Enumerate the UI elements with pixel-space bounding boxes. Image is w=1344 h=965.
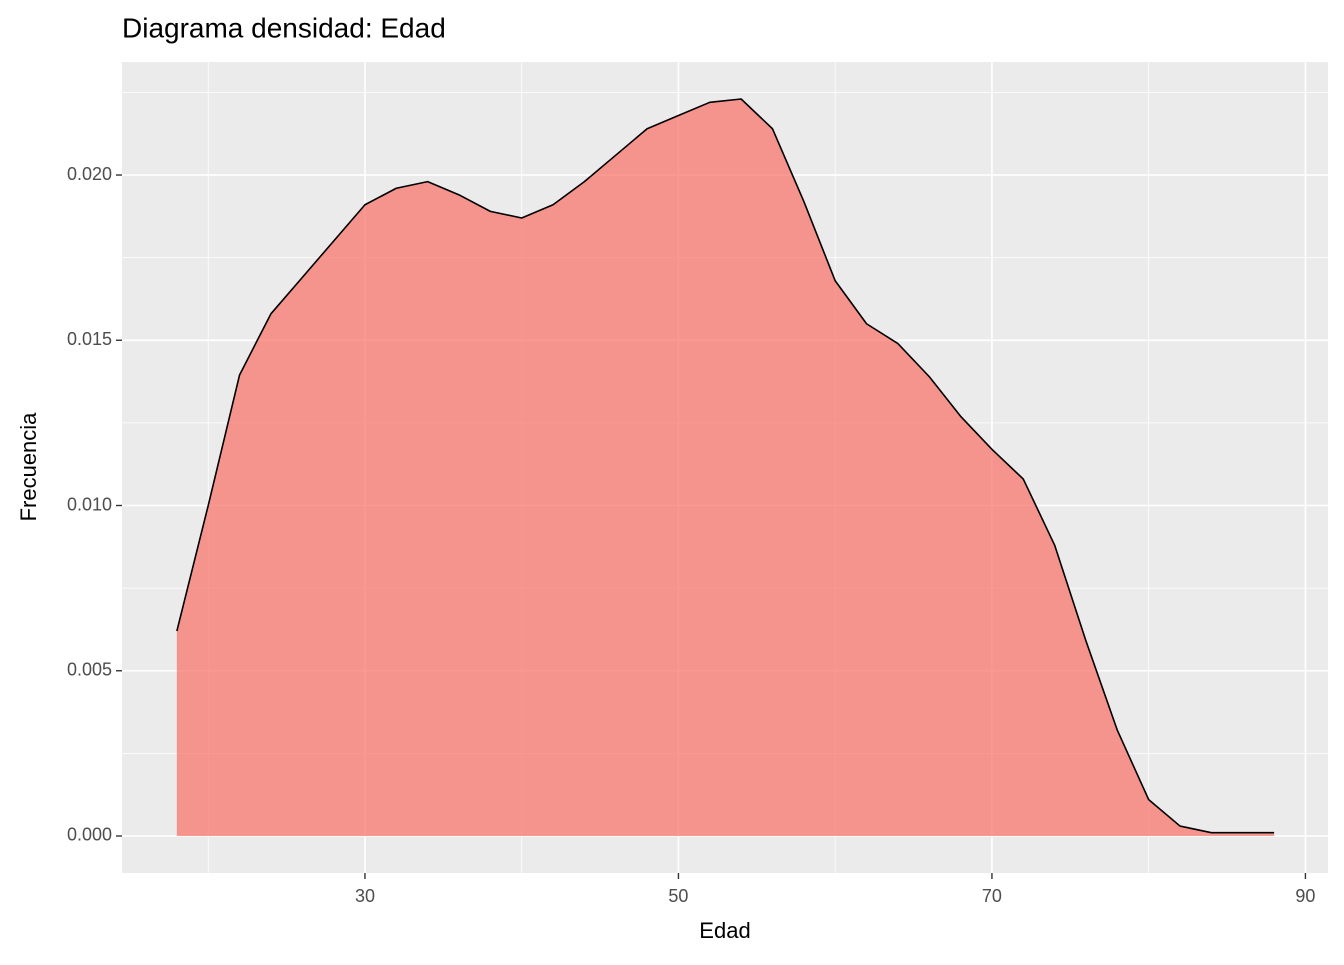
y-tick-label: 0.020 <box>67 164 112 184</box>
y-tick-label: 0.005 <box>67 659 112 679</box>
y-tick-label: 0.010 <box>67 494 112 514</box>
x-tick-label: 50 <box>668 886 688 906</box>
density-line <box>176 98 1275 834</box>
y-axis-title: Frecuencia <box>16 412 41 522</box>
density-area <box>176 99 1275 836</box>
x-tick-label: 70 <box>982 886 1002 906</box>
x-axis-title: Edad <box>699 918 750 943</box>
x-tick-label: 30 <box>355 886 375 906</box>
x-tick-label: 90 <box>1295 886 1315 906</box>
chart-title: Diagrama densidad: Edad <box>122 12 446 43</box>
y-tick-label: 0.015 <box>67 329 112 349</box>
y-tick-label: 0.000 <box>67 825 112 845</box>
